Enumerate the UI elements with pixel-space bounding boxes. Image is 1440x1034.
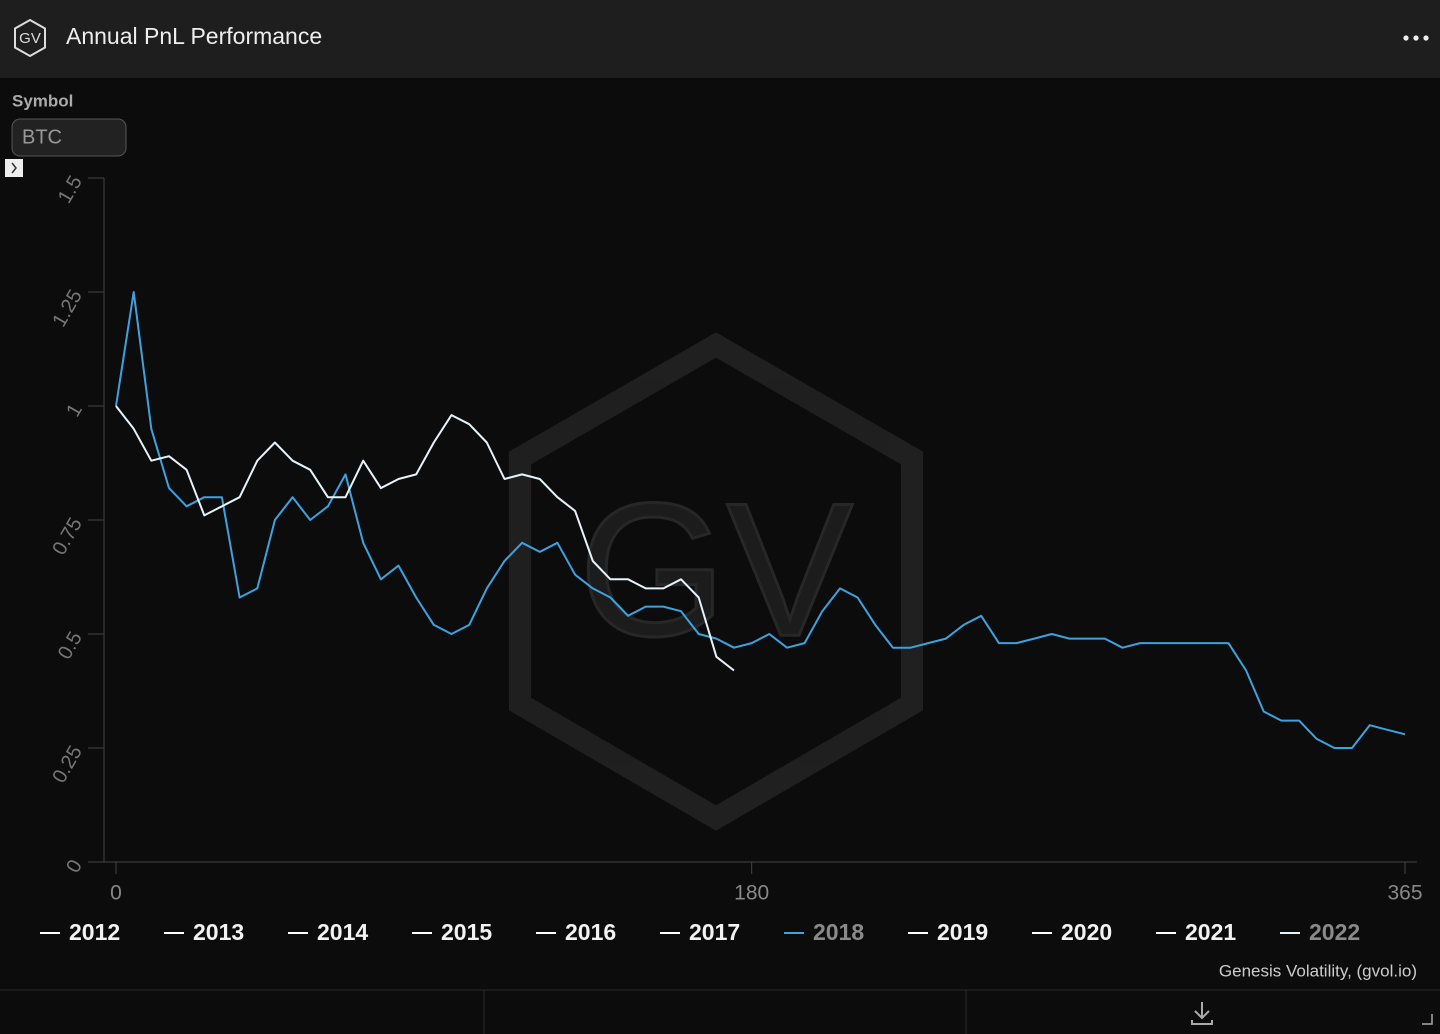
watermark: GV bbox=[509, 332, 923, 831]
expand-icon[interactable] bbox=[11, 162, 17, 174]
symbol-label: Symbol bbox=[12, 91, 73, 110]
legend-label[interactable]: 2019 bbox=[937, 919, 988, 945]
legend-label[interactable]: 2017 bbox=[689, 919, 740, 945]
x-tick-label: 0 bbox=[110, 882, 122, 905]
legend-label[interactable]: 2021 bbox=[1185, 919, 1236, 945]
menu-dot[interactable] bbox=[1423, 35, 1429, 41]
credit: Genesis Volatility, (gvol.io) bbox=[1219, 961, 1417, 980]
legend-label[interactable]: 2014 bbox=[317, 919, 368, 945]
series-line bbox=[115, 291, 1406, 749]
menu-dot[interactable] bbox=[1413, 35, 1419, 41]
watermark-hex bbox=[509, 332, 923, 831]
menu-dot[interactable] bbox=[1403, 35, 1409, 41]
x-tick-label: 180 bbox=[734, 882, 769, 905]
legend-label[interactable]: 2022 bbox=[1309, 919, 1360, 945]
legend-label[interactable]: 2020 bbox=[1061, 919, 1112, 945]
header-title: Annual PnL Performance bbox=[66, 23, 322, 49]
x-tick-label: 365 bbox=[1387, 882, 1422, 905]
resize-handle[interactable] bbox=[1422, 1014, 1433, 1025]
symbol-input[interactable] bbox=[11, 118, 127, 157]
legend-label[interactable]: 2015 bbox=[441, 919, 492, 945]
legend-label[interactable]: 2013 bbox=[193, 919, 244, 945]
legend-label[interactable]: 2018 bbox=[813, 919, 864, 945]
menu-button[interactable] bbox=[1403, 35, 1429, 41]
legend-label[interactable]: 2016 bbox=[565, 919, 616, 945]
legend-label[interactable]: 2012 bbox=[69, 919, 120, 945]
logo-text: GV bbox=[19, 30, 41, 47]
series-line bbox=[115, 405, 735, 672]
logo-hex bbox=[14, 18, 46, 58]
expand-button[interactable] bbox=[5, 159, 23, 177]
watermark-text: GV bbox=[579, 464, 854, 676]
symbol-value[interactable]: BTC bbox=[22, 126, 62, 148]
download-icon[interactable] bbox=[1191, 1002, 1213, 1025]
header-bar bbox=[0, 0, 1440, 78]
